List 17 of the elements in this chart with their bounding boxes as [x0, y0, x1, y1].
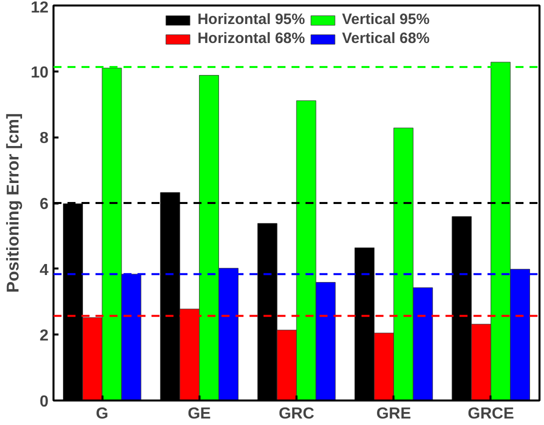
y-tick-label: 8 [40, 130, 49, 148]
legend-label: Horizontal 68% [197, 30, 305, 47]
y-tick-label: 12 [30, 0, 49, 16]
y-tick-label: 2 [40, 328, 49, 345]
x-tick-label: GRCE [468, 406, 514, 422]
x-tick-label: G [96, 406, 108, 422]
y-tick-label: 10 [30, 64, 49, 82]
y-tick-label: 4 [40, 262, 49, 279]
x-tick-label: GE [188, 406, 212, 422]
y-tick-label: 0 [40, 394, 49, 410]
x-tick-label: GRE [376, 406, 412, 422]
legend-label: Horizontal 95% [197, 11, 305, 28]
x-tick-label: GRC [278, 406, 315, 422]
legend-label: Vertical 95% [342, 11, 430, 28]
y-axis-title: Positioning Error [cm] [4, 113, 23, 293]
legend-label: Vertical 68% [342, 30, 430, 47]
y-tick-label: 6 [40, 196, 49, 213]
